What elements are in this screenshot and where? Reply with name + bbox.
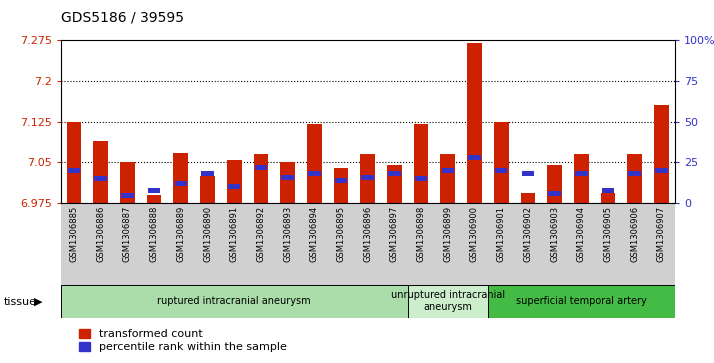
Bar xyxy=(94,176,107,181)
Bar xyxy=(148,188,161,193)
Bar xyxy=(281,162,295,203)
Bar xyxy=(361,175,374,180)
Bar xyxy=(628,154,642,203)
Bar xyxy=(602,188,614,193)
Bar xyxy=(388,171,401,176)
Bar xyxy=(655,168,668,173)
Bar xyxy=(574,154,588,203)
Bar xyxy=(467,43,482,203)
Bar xyxy=(228,184,241,189)
Bar xyxy=(488,285,675,318)
Bar xyxy=(253,154,268,203)
Bar xyxy=(333,168,348,203)
Bar xyxy=(600,193,615,203)
Bar xyxy=(201,171,213,176)
Bar xyxy=(121,193,134,197)
Bar xyxy=(468,155,481,160)
Bar xyxy=(94,140,108,203)
Bar xyxy=(654,105,669,203)
Bar xyxy=(281,175,294,180)
Legend: transformed count, percentile rank within the sample: transformed count, percentile rank withi… xyxy=(79,329,286,352)
Text: GDS5186 / 39595: GDS5186 / 39595 xyxy=(61,11,183,25)
Bar xyxy=(628,171,641,176)
Bar xyxy=(387,165,402,203)
Bar xyxy=(175,181,187,186)
Bar xyxy=(548,191,560,196)
Bar xyxy=(522,171,534,176)
Bar xyxy=(66,122,81,203)
Bar xyxy=(521,193,536,203)
Bar xyxy=(361,154,375,203)
Bar xyxy=(307,124,322,203)
Bar xyxy=(147,195,161,203)
Text: ruptured intracranial aneurysm: ruptured intracranial aneurysm xyxy=(157,296,311,306)
Text: ▶: ▶ xyxy=(34,297,43,307)
Bar xyxy=(408,285,488,318)
Bar xyxy=(441,154,455,203)
Text: tissue: tissue xyxy=(4,297,36,307)
Bar xyxy=(255,165,267,170)
Text: superficial temporal artery: superficial temporal artery xyxy=(516,296,647,306)
Bar xyxy=(68,168,80,173)
Bar xyxy=(308,171,321,176)
Text: unruptured intracranial
aneurysm: unruptured intracranial aneurysm xyxy=(391,290,505,312)
Bar xyxy=(547,165,562,203)
Bar xyxy=(441,168,454,173)
Bar xyxy=(335,178,347,183)
Bar xyxy=(494,122,508,203)
Bar xyxy=(415,176,428,181)
Bar xyxy=(495,168,508,173)
Bar xyxy=(227,160,241,203)
Bar xyxy=(174,152,188,203)
Bar xyxy=(120,162,135,203)
Bar xyxy=(61,285,408,318)
Bar xyxy=(413,124,428,203)
Bar xyxy=(575,171,588,176)
Bar xyxy=(200,176,215,203)
